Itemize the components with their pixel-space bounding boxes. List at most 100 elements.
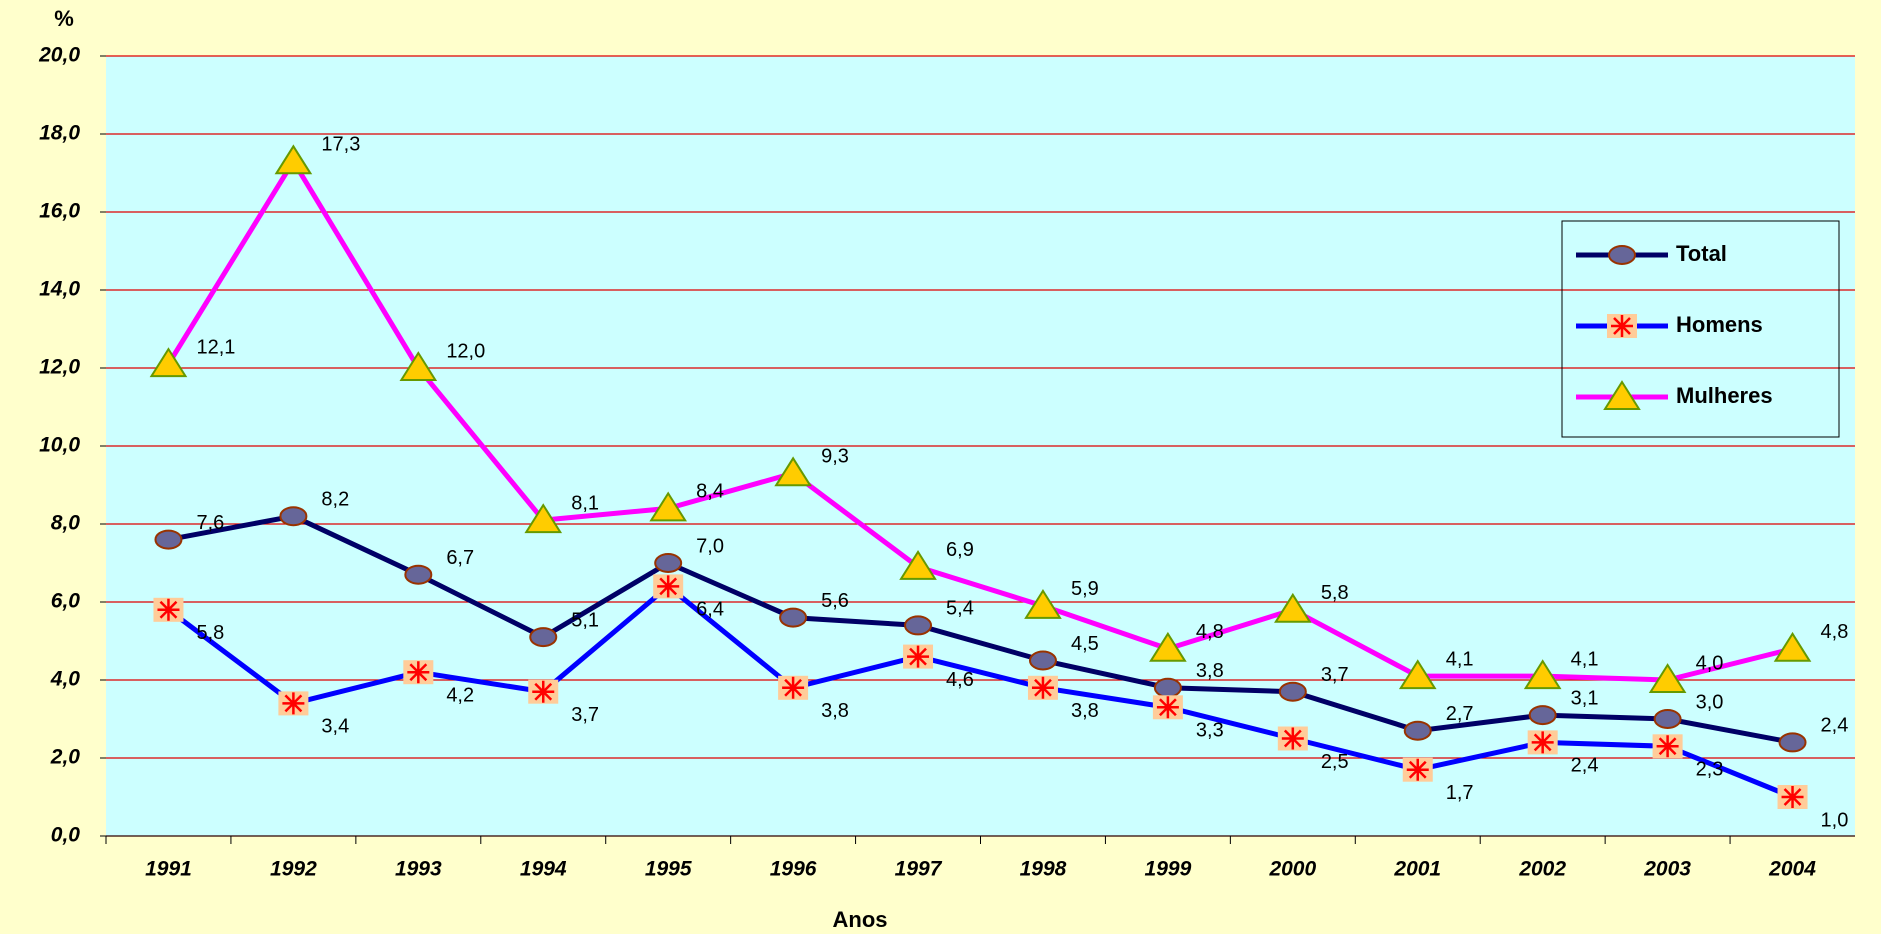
marker-shape bbox=[1274, 592, 1312, 623]
data-point bbox=[779, 607, 808, 628]
marker-shape bbox=[1398, 659, 1437, 690]
data-label: 4,8 bbox=[1196, 621, 1224, 643]
x-tick-label: 1995 bbox=[645, 858, 692, 881]
legend-label: Mulheres bbox=[1676, 383, 1773, 408]
marker-shape bbox=[782, 676, 805, 699]
data-point bbox=[1278, 681, 1307, 702]
data-point bbox=[654, 553, 683, 573]
y-tick-label: 2,0 bbox=[50, 746, 81, 769]
y-tick-label: 18,0 bbox=[39, 122, 80, 145]
x-axis-title: Anos bbox=[833, 907, 888, 932]
marker-shape bbox=[1028, 650, 1057, 671]
data-label: 3,1 bbox=[1571, 687, 1599, 709]
marker-shape bbox=[407, 661, 430, 684]
data-label: 3,0 bbox=[1696, 691, 1724, 713]
data-label: 3,7 bbox=[571, 704, 599, 726]
marker-shape bbox=[1403, 720, 1432, 741]
marker-shape bbox=[1528, 705, 1557, 726]
legend-label: Homens bbox=[1676, 312, 1763, 337]
data-label: 7,6 bbox=[196, 512, 224, 534]
data-label: 8,2 bbox=[321, 488, 349, 510]
data-point bbox=[774, 456, 812, 487]
marker-shape bbox=[904, 615, 933, 636]
marker-shape bbox=[279, 506, 308, 527]
marker-shape bbox=[649, 491, 687, 522]
data-point bbox=[404, 564, 433, 585]
marker-shape bbox=[654, 553, 683, 573]
x-tick-label: 1994 bbox=[520, 858, 567, 881]
marker-shape bbox=[282, 692, 305, 715]
data-point bbox=[1648, 663, 1687, 693]
data-label: 5,8 bbox=[196, 622, 224, 644]
data-label: 8,4 bbox=[696, 481, 724, 503]
marker-shape bbox=[907, 645, 930, 668]
data-point bbox=[154, 529, 183, 550]
data-label: 3,7 bbox=[1321, 664, 1349, 686]
marker-shape bbox=[1648, 663, 1687, 693]
y-tick-label: 20,0 bbox=[38, 44, 80, 67]
data-label: 2,7 bbox=[1446, 703, 1474, 725]
y-tick-label: 14,0 bbox=[39, 278, 80, 301]
marker-shape bbox=[899, 550, 937, 580]
data-point bbox=[403, 660, 434, 685]
data-point bbox=[649, 491, 687, 522]
data-point bbox=[1778, 732, 1807, 753]
marker-shape bbox=[1656, 735, 1679, 758]
data-point bbox=[778, 675, 809, 700]
marker-shape bbox=[1611, 315, 1633, 337]
data-point bbox=[1153, 677, 1182, 698]
data-point bbox=[899, 550, 937, 580]
marker-shape bbox=[404, 564, 433, 585]
data-label: 2,3 bbox=[1696, 759, 1724, 781]
data-label: 4,0 bbox=[1696, 652, 1724, 674]
x-tick-label: 1998 bbox=[1020, 858, 1067, 881]
y-tick-label: 6,0 bbox=[51, 590, 81, 613]
marker-shape bbox=[1523, 659, 1562, 690]
data-label: 4,8 bbox=[1821, 621, 1849, 643]
data-point bbox=[1398, 659, 1437, 690]
data-label: 5,4 bbox=[946, 598, 974, 620]
legend-box bbox=[1561, 220, 1840, 438]
marker-shape bbox=[1653, 709, 1682, 729]
data-point bbox=[1028, 650, 1057, 671]
x-tick-label: 2002 bbox=[1518, 858, 1566, 881]
marker-shape bbox=[1531, 731, 1554, 754]
data-point bbox=[274, 144, 313, 175]
data-point bbox=[1773, 631, 1812, 662]
y-tick-label: 8,0 bbox=[51, 512, 81, 535]
data-point bbox=[1653, 709, 1682, 729]
data-label: 5,9 bbox=[1071, 578, 1099, 600]
x-tick-label: 2003 bbox=[1643, 858, 1691, 881]
marker-shape bbox=[774, 456, 812, 487]
data-label: 4,1 bbox=[1571, 648, 1599, 670]
y-tick-label: 16,0 bbox=[39, 200, 80, 223]
data-label: 8,1 bbox=[571, 492, 599, 514]
marker-shape bbox=[532, 680, 555, 703]
data-point bbox=[1652, 734, 1683, 759]
marker-shape bbox=[1778, 732, 1807, 753]
y-tick-label: 12,0 bbox=[39, 356, 80, 379]
marker-shape bbox=[1278, 681, 1307, 702]
y-axis-title: % bbox=[54, 6, 74, 31]
legend-label: Total bbox=[1676, 241, 1727, 266]
data-label: 3,3 bbox=[1196, 720, 1224, 742]
data-point bbox=[653, 574, 684, 599]
data-label: 3,8 bbox=[1196, 660, 1224, 682]
data-label: 1,7 bbox=[1446, 782, 1474, 804]
marker-shape bbox=[1281, 727, 1304, 750]
x-tick-label: 1991 bbox=[145, 858, 192, 881]
data-point bbox=[1024, 589, 1062, 619]
x-tick-label: 1996 bbox=[770, 858, 817, 881]
x-tick-label: 2001 bbox=[1393, 858, 1441, 881]
data-point bbox=[1027, 675, 1058, 700]
data-point bbox=[1152, 695, 1183, 720]
marker-shape bbox=[1153, 677, 1182, 698]
data-label: 4,5 bbox=[1071, 633, 1099, 655]
data-point bbox=[153, 597, 184, 622]
y-tick-label: 4,0 bbox=[50, 668, 81, 691]
series-line bbox=[166, 156, 1794, 683]
data-label: 12,1 bbox=[196, 336, 235, 358]
data-label: 7,0 bbox=[696, 535, 724, 557]
data-point bbox=[1277, 726, 1308, 751]
data-point bbox=[1149, 631, 1187, 662]
